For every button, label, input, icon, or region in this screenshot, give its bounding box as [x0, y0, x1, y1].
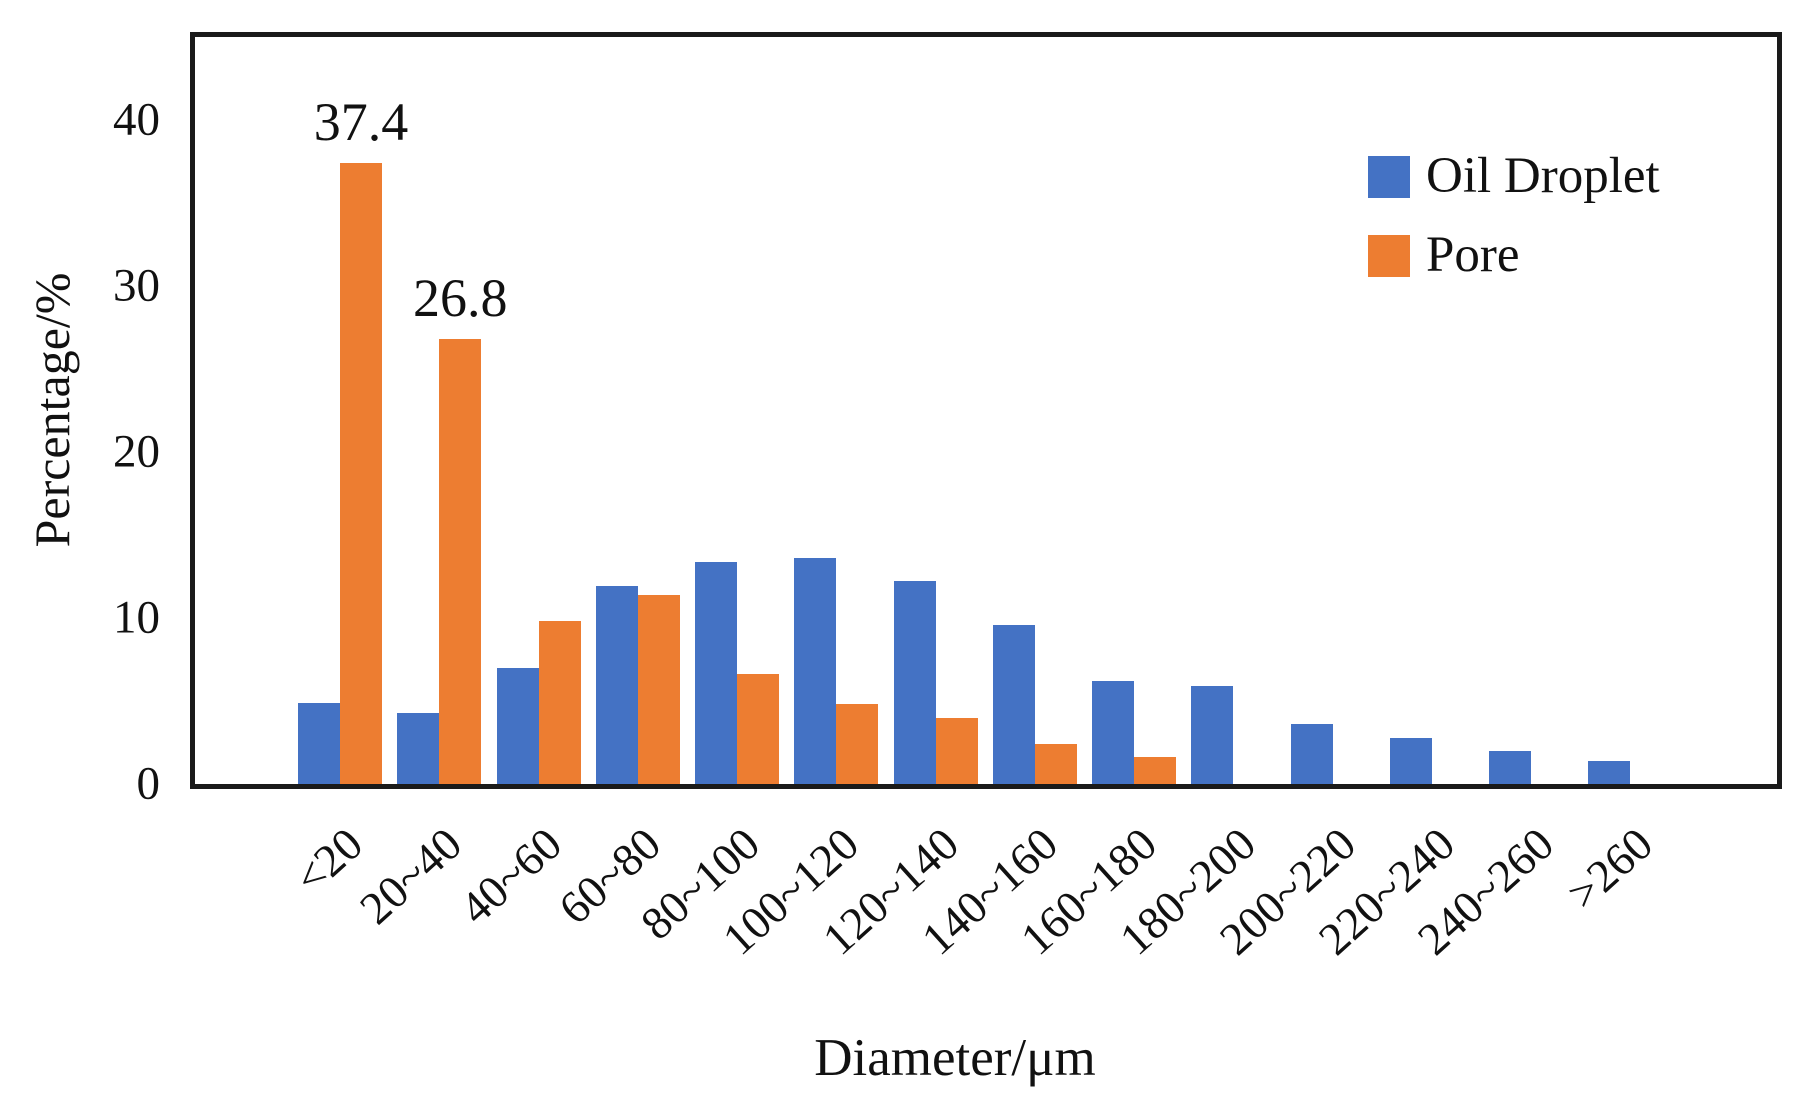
y-axis-title: Percentage/% [24, 272, 80, 548]
bar-oil-droplet-80-100 [695, 561, 737, 784]
bar-oil-droplet-240-260 [1489, 750, 1531, 784]
legend-item-oil-droplet: Oil Droplet [1368, 151, 1660, 202]
legend-label-pore: Pore [1426, 227, 1520, 283]
plot-area [190, 32, 1782, 789]
legend-item-pore: Pore [1368, 230, 1660, 281]
legend: Oil Droplet Pore [1368, 151, 1660, 281]
bar-oil-droplet-140-160 [992, 624, 1035, 784]
bar-pore-20-40 [439, 339, 482, 784]
legend-label-oil-droplet: Oil Droplet [1426, 148, 1660, 204]
bar-oil-droplet-160-180 [1092, 681, 1134, 784]
data-label-268: 26.8 [413, 268, 508, 329]
bar-pore-160-180 [1134, 757, 1176, 784]
legend-swatch-pore [1368, 234, 1410, 277]
bar-oil-droplet-120-140 [893, 581, 936, 784]
bar-oil-droplet-20-40 [397, 712, 440, 784]
bar-oil-droplet-200-220 [1290, 724, 1333, 784]
bar-pore-lt20 [340, 163, 382, 784]
bar-oil-droplet-lt20 [298, 702, 340, 784]
bar-oil-droplet-100-120 [794, 558, 837, 784]
x-axis-title: Diameter/μm [814, 1029, 1096, 1087]
data-label-374: 37.4 [313, 92, 409, 153]
bar-pore-40-60 [538, 621, 581, 784]
bar-pore-80-100 [737, 674, 779, 784]
bar-pore-140-160 [1034, 744, 1077, 784]
bar-pore-120-140 [935, 717, 978, 784]
bar-pore-60-80 [637, 594, 680, 784]
y-tick-label-40: 40 [113, 93, 160, 146]
y-tick-label-10: 10 [113, 591, 160, 644]
legend-swatch-oil-droplet [1368, 155, 1410, 198]
y-tick-label-20: 20 [113, 425, 160, 478]
bar-oil-droplet-180-200 [1191, 686, 1234, 784]
bar-oil-droplet-60-80 [595, 586, 638, 784]
bar-oil-droplet-40-60 [496, 667, 539, 784]
y-tick-label-0: 0 [136, 757, 161, 810]
bar-oil-droplet-220-240 [1389, 737, 1432, 784]
y-tick-label-30: 30 [113, 259, 160, 312]
bar-oil-droplet-gt260 [1588, 760, 1631, 784]
bar-pore-100-120 [836, 704, 879, 784]
